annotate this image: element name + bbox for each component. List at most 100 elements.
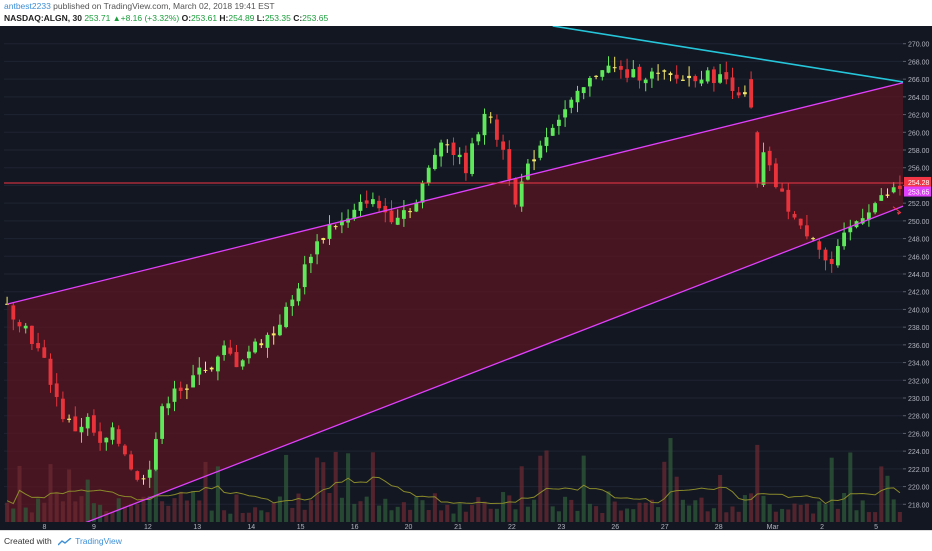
volume-bar xyxy=(773,511,778,522)
candle xyxy=(606,65,611,73)
arrow-annotation xyxy=(892,206,902,214)
candle xyxy=(296,288,301,302)
candle xyxy=(649,71,654,79)
time-axis-background xyxy=(0,522,903,530)
price-tick-label: 222.00 xyxy=(908,467,930,474)
candle xyxy=(897,185,902,189)
volume-bar xyxy=(656,507,661,522)
candle xyxy=(85,416,90,429)
price-tick-label: 270.00 xyxy=(908,42,930,49)
candle xyxy=(563,109,568,118)
time-tick-label: Mar xyxy=(767,524,780,530)
volume-bar xyxy=(587,503,592,522)
volume-bar xyxy=(649,499,654,522)
volume-bar xyxy=(215,466,220,522)
volume-bar xyxy=(98,504,103,522)
volume-bar xyxy=(532,499,537,522)
volume-bar xyxy=(104,511,109,522)
volume-bar xyxy=(569,499,574,522)
price-tick-label: 264.00 xyxy=(908,95,930,102)
candle xyxy=(885,194,890,196)
candle xyxy=(284,306,289,328)
volume-bar xyxy=(594,506,599,522)
volume-bar xyxy=(575,510,580,522)
candle xyxy=(879,195,884,201)
volume-bar xyxy=(426,510,431,522)
author-link[interactable]: antbest2233 xyxy=(4,1,51,11)
candle xyxy=(532,159,537,162)
price-tick-label: 238.00 xyxy=(908,325,930,332)
up-triangle-icon: ▲ xyxy=(112,14,121,23)
candle xyxy=(656,72,661,74)
candle xyxy=(451,142,456,156)
volume-bar xyxy=(897,512,902,522)
candle xyxy=(98,431,103,443)
time-tick-label: 27 xyxy=(661,524,669,530)
candle xyxy=(445,144,450,146)
volume-bar xyxy=(240,512,245,522)
price-tag xyxy=(904,186,931,197)
plot-group xyxy=(4,26,903,522)
volume-bar xyxy=(401,502,406,522)
candle xyxy=(724,72,729,80)
candle xyxy=(277,324,282,336)
candle xyxy=(290,299,295,307)
candle xyxy=(147,469,152,478)
volume-bar xyxy=(178,491,183,522)
candle xyxy=(240,360,245,367)
volume-bar xyxy=(470,505,475,522)
volume-bar xyxy=(494,508,499,522)
candle xyxy=(587,78,592,87)
volume-bar xyxy=(507,495,512,522)
created-with-text: Created with xyxy=(4,536,52,546)
candle xyxy=(253,341,258,353)
candle xyxy=(383,205,388,213)
candle xyxy=(197,367,202,375)
candle xyxy=(228,347,233,354)
volume-bar xyxy=(23,507,28,522)
volume-bar xyxy=(383,498,388,522)
time-tick-label: 22 xyxy=(508,524,516,530)
candle xyxy=(73,416,78,432)
candle xyxy=(203,369,208,371)
candle xyxy=(308,256,313,264)
price-chart[interactable]: 218.00 220.00 222.00 224.00 226.00 228.00 230.… xyxy=(0,26,932,530)
candle xyxy=(780,188,785,192)
volume-bar xyxy=(153,439,158,522)
price-tick-label: 268.00 xyxy=(908,59,930,66)
time-tick-label: 20 xyxy=(405,524,413,530)
price-tick-label: 232.00 xyxy=(908,378,930,385)
candle xyxy=(842,232,847,247)
volume-bar xyxy=(67,469,72,522)
volume-bar xyxy=(519,466,524,522)
candle xyxy=(643,79,648,84)
time-tick-label: 14 xyxy=(247,524,255,530)
volume-bar xyxy=(265,512,270,522)
volume-bar xyxy=(811,513,816,522)
candle xyxy=(36,342,41,349)
footer: Created with TradingView xyxy=(0,530,932,551)
candle xyxy=(873,203,878,213)
candle xyxy=(271,333,276,336)
volume-bar xyxy=(879,466,884,522)
candle xyxy=(618,66,623,70)
tradingview-link[interactable]: TradingView xyxy=(75,536,122,546)
volume-bar xyxy=(761,495,766,522)
trend-line xyxy=(552,26,903,83)
candle xyxy=(538,145,543,158)
price-axis-background xyxy=(903,26,932,530)
candle xyxy=(67,418,72,420)
volume-bar xyxy=(711,508,716,522)
publish-line: antbest2233 published on TradingView.com… xyxy=(4,1,275,11)
candle xyxy=(556,119,561,126)
volume-bar xyxy=(389,510,394,522)
volume-bar xyxy=(463,511,468,522)
volume-bar xyxy=(513,509,518,522)
candle xyxy=(259,343,264,346)
candle xyxy=(680,79,685,81)
price-tick-label: 244.00 xyxy=(908,272,930,279)
channel-upper-line xyxy=(6,82,903,305)
volume-bar xyxy=(866,512,871,522)
volume-bar xyxy=(432,493,437,522)
published-text: published on TradingView.com, March 02, … xyxy=(50,1,275,11)
